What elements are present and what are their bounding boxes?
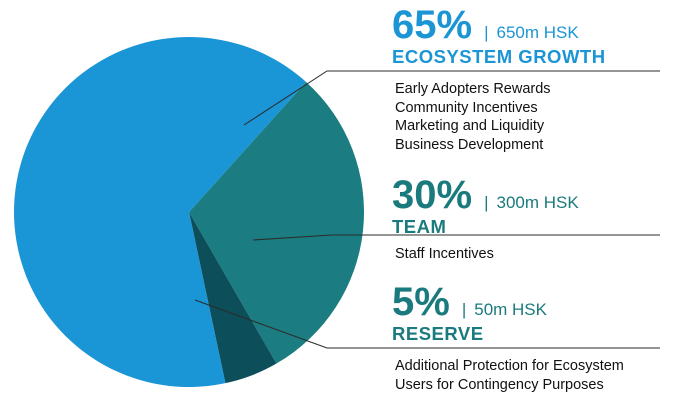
- ecosystem-percent-label: 65%: [392, 3, 473, 47]
- reserve-detail-item: Additional Protection for Ecosystem: [395, 358, 624, 374]
- ecosystem-separator: |: [484, 23, 489, 42]
- reserve-separator: |: [461, 300, 467, 319]
- reserve-detail-item: Users for Contingency Purposes: [395, 376, 604, 393]
- leader-line-reserve: [194, 299, 660, 349]
- team-detail-item: Staff Incentives: [395, 246, 494, 262]
- reserve-details: Additional Protection for Ecosystem User…: [395, 357, 624, 394]
- team-category-label: TEAM: [392, 216, 447, 237]
- reserve-amount-label: 50m HSK: [474, 300, 547, 319]
- ecosystem-amount-label: 650m HSK: [496, 23, 579, 42]
- pie-slice-reserve: [189, 212, 277, 384]
- team-percent-label: 30%: [392, 173, 473, 217]
- pie-slice-ecosystem: [14, 37, 307, 388]
- ecosystem-category-label: ECOSYSTEM GROWTH: [392, 46, 606, 67]
- legend-ecosystem: 65% | 650m HSK ECOSYSTEM GROWTH: [392, 5, 606, 68]
- team-details: Staff Incentives: [395, 245, 494, 264]
- ecosystem-detail-item: Business Development: [395, 136, 544, 153]
- leader-line-ecosystem: [243, 70, 660, 126]
- leader-line-team: [252, 234, 660, 241]
- reserve-category-label: RESERVE: [392, 323, 484, 344]
- legend-team: 30% | 300m HSK TEAM: [392, 175, 579, 238]
- ecosystem-detail-item: Early Adopters Rewards: [395, 81, 551, 97]
- ecosystem-detail-item: Marketing and Liquidity: [395, 118, 545, 134]
- ecosystem-detail-item: Community Incentives: [395, 99, 538, 116]
- reserve-percent-label: 5%: [392, 280, 450, 324]
- team-separator: |: [484, 193, 489, 212]
- legend-reserve: 5% | 50m HSK RESERVE: [392, 282, 547, 345]
- ecosystem-details: Early Adopters Rewards Community Incenti…: [395, 80, 551, 154]
- pie-slice-team: [189, 81, 364, 364]
- team-amount-label: 300m HSK: [496, 193, 579, 212]
